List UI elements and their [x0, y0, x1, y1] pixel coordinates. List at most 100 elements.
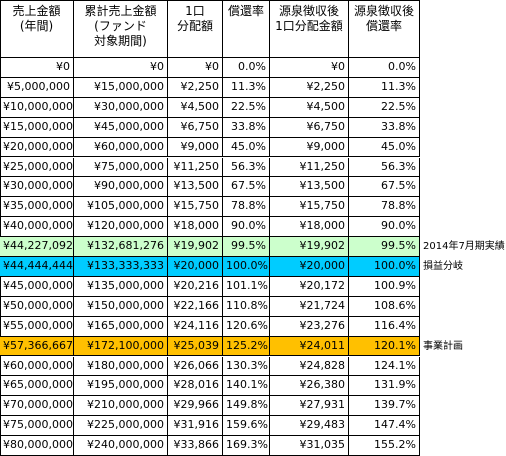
row-note: 2014年7月期実績 [423, 241, 505, 253]
cell: 11.3% [349, 77, 420, 98]
cell: ¥75,000,000 [0, 416, 74, 437]
cell: 45.0% [349, 137, 420, 158]
cell: ¥30,000,000 [74, 97, 168, 118]
cell: ¥30,000,000 [0, 177, 74, 198]
cell: ¥29,483 [270, 416, 349, 437]
cell: ¥45,000,000 [74, 117, 168, 138]
header-text: 源泉徴収後 [278, 4, 339, 18]
cell: ¥132,681,276 [74, 237, 168, 257]
cell: 125.2% [223, 336, 270, 357]
cell: ¥15,000,000 [0, 117, 74, 138]
header-text: 1口 [185, 4, 205, 18]
header-text: (ファンド [94, 19, 147, 33]
cell: ¥60,000,000 [0, 356, 74, 377]
cell: 100.0% [223, 257, 270, 277]
header-text: 分配額 [176, 19, 213, 33]
cell: 120.1% [349, 336, 420, 357]
cell: ¥11,250 [168, 157, 223, 178]
cell: ¥4,500 [168, 97, 223, 118]
row-note: 損益分岐 [423, 261, 463, 272]
cell: ¥29,966 [168, 396, 223, 417]
cell: ¥31,916 [168, 416, 223, 437]
cell: ¥22,166 [168, 296, 223, 317]
header-cell: 累計売上金額 (ファンド 対象期間) [74, 0, 168, 58]
cell: ¥10,000,000 [0, 97, 74, 118]
cell: ¥65,000,000 [0, 376, 74, 397]
cell: ¥0 [270, 58, 349, 78]
cell: 33.8% [223, 117, 270, 138]
header-cell: 償還率 [223, 0, 270, 58]
header-cell: 源泉徴収後 償還率 [349, 0, 420, 58]
cell: 169.3% [223, 436, 270, 456]
cell: ¥18,000 [270, 217, 349, 238]
cell: ¥55,000,000 [0, 316, 74, 337]
cell: 33.8% [349, 117, 420, 138]
cell: ¥9,000 [168, 137, 223, 158]
cell: ¥19,902 [168, 237, 223, 257]
cell: ¥5,000,000 [0, 77, 74, 98]
cell: ¥24,011 [270, 336, 349, 357]
cell: ¥23,276 [270, 316, 349, 337]
cell: ¥135,000,000 [74, 276, 168, 297]
cell: ¥150,000,000 [74, 296, 168, 317]
row-note: 事業計画 [423, 340, 463, 352]
cell: 56.3% [223, 157, 270, 178]
cell: ¥11,250 [270, 157, 349, 178]
cell: ¥75,000,000 [74, 157, 168, 178]
cell: ¥28,016 [168, 376, 223, 397]
cell: ¥2,250 [168, 77, 223, 98]
cell: 90.0% [349, 217, 420, 238]
cell: 131.9% [349, 376, 420, 397]
cell: 101.1% [223, 276, 270, 297]
cell: 78.8% [223, 197, 270, 218]
table-border [0, 0, 1, 456]
cell: ¥35,000,000 [0, 197, 74, 218]
cell: 108.6% [349, 296, 420, 317]
cell: ¥195,000,000 [74, 376, 168, 397]
cell: 100.9% [349, 276, 420, 297]
cell: 0.0% [349, 58, 420, 78]
cell: 120.6% [223, 316, 270, 337]
cell: 149.8% [223, 396, 270, 417]
cell: 22.5% [349, 97, 420, 118]
cell: ¥15,750 [270, 197, 349, 218]
cell: ¥20,000,000 [0, 137, 74, 158]
cell: ¥9,000 [270, 137, 349, 158]
cell: ¥15,000,000 [74, 77, 168, 98]
header-cell: 源泉徴収後 1口分配金額 [270, 0, 349, 58]
header-text: 源泉徴収後 [353, 4, 414, 18]
cell: ¥24,828 [270, 356, 349, 377]
cell: ¥20,000 [270, 257, 349, 277]
cell: 130.3% [223, 356, 270, 377]
cell: 155.2% [349, 436, 420, 456]
cell: 147.4% [349, 416, 420, 437]
cell: 67.5% [349, 177, 420, 198]
cell: 11.3% [223, 77, 270, 98]
cell: 116.4% [349, 316, 420, 337]
cell: 99.5% [223, 237, 270, 257]
header-cell: 売上金額 (年間) [0, 0, 74, 58]
cell: 22.5% [223, 97, 270, 118]
cell: ¥0 [0, 58, 74, 78]
cell: 67.5% [223, 177, 270, 198]
cell: ¥90,000,000 [74, 177, 168, 198]
cell: 139.7% [349, 396, 420, 417]
cell: 140.1% [223, 376, 270, 397]
cell: 124.1% [349, 356, 420, 377]
cell: ¥21,724 [270, 296, 349, 317]
header-text: 対象期間) [94, 34, 147, 48]
cell: ¥31,035 [270, 436, 349, 456]
table-border [0, 0, 420, 1]
cell: ¥105,000,000 [74, 197, 168, 218]
cell: ¥13,500 [270, 177, 349, 198]
cell: ¥26,380 [270, 376, 349, 397]
cell: 110.8% [223, 296, 270, 317]
header-text: 償還率 [365, 19, 402, 33]
cell: ¥50,000,000 [0, 296, 74, 317]
cell: ¥18,000 [168, 217, 223, 238]
cell: ¥40,000,000 [0, 217, 74, 238]
cell: ¥6,750 [168, 117, 223, 138]
cell: ¥133,333,333 [74, 257, 168, 277]
cell: 45.0% [223, 137, 270, 158]
header-text: 償還率 [227, 4, 264, 18]
